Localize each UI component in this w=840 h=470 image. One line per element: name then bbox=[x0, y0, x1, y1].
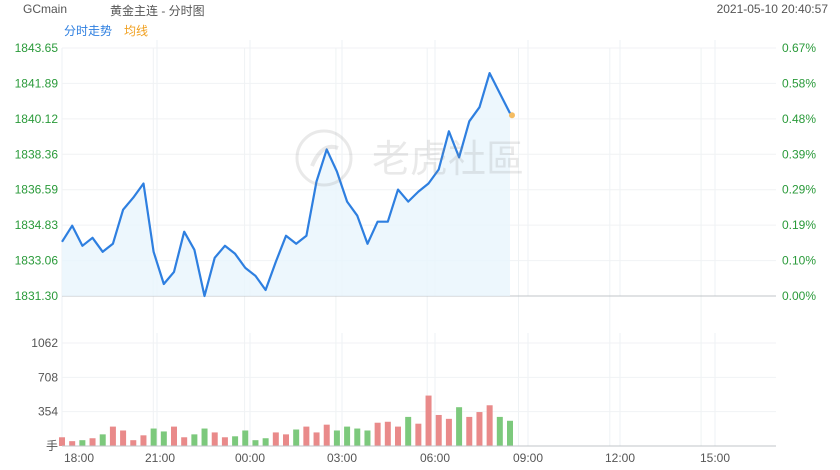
y-right-tick-label: 0.39% bbox=[782, 147, 816, 161]
volume-bar bbox=[242, 430, 249, 446]
volume-bar bbox=[140, 435, 147, 446]
symbol-label: GCmain bbox=[23, 2, 68, 16]
vol-y-tick-label: 354 bbox=[38, 405, 58, 419]
y-tick-label: 1841.89 bbox=[15, 76, 59, 90]
y-right-tick-label: 0.00% bbox=[782, 289, 816, 303]
volume-bar bbox=[344, 426, 351, 446]
volume-bar bbox=[466, 416, 473, 446]
y-tick-label: 1840.12 bbox=[15, 112, 59, 126]
volume-bar bbox=[333, 430, 340, 446]
x-tick-label: 00:00 bbox=[235, 451, 265, 465]
volume-bar bbox=[79, 440, 86, 446]
y-right-tick-label: 0.58% bbox=[782, 76, 816, 90]
legend-average[interactable]: 均线 bbox=[124, 24, 149, 38]
volume-bar bbox=[476, 412, 483, 446]
volume-bar bbox=[354, 428, 361, 446]
volume-bar bbox=[201, 428, 208, 446]
x-tick-label: 09:00 bbox=[513, 451, 543, 465]
volume-bar bbox=[191, 434, 198, 446]
volume-bar bbox=[160, 431, 167, 446]
volume-bar bbox=[171, 426, 177, 446]
y-right-tick-label: 0.19% bbox=[782, 218, 816, 232]
volume-bar bbox=[507, 420, 513, 446]
volume-bar bbox=[405, 416, 412, 446]
volume-bar bbox=[211, 432, 218, 446]
volume-bar bbox=[130, 440, 137, 446]
y-right-tick-label: 0.10% bbox=[782, 254, 816, 268]
watermark-logo: 老虎社區 bbox=[295, 129, 524, 187]
volume-bar bbox=[89, 438, 96, 446]
y-tick-label: 1833.06 bbox=[15, 254, 59, 268]
volume-bar bbox=[181, 437, 188, 446]
volume-bar bbox=[59, 437, 65, 446]
volume-bar bbox=[99, 434, 106, 446]
volume-bar bbox=[445, 418, 452, 446]
volume-bar bbox=[120, 430, 127, 446]
legend-price[interactable]: 分时走势 bbox=[64, 24, 113, 38]
datetime-label: 2021-05-10 20:40:57 bbox=[716, 2, 828, 16]
y-right-tick-label: 0.48% bbox=[782, 112, 816, 126]
vol-y-tick-label: 1062 bbox=[31, 336, 58, 350]
volume-bar bbox=[425, 395, 432, 446]
volume-bar bbox=[415, 423, 422, 446]
volume-bar bbox=[323, 424, 330, 446]
x-tick-label: 15:00 bbox=[700, 451, 730, 465]
chart-header: GCmain 黄金主连 - 分时图 2021-05-10 20:40:57 bbox=[0, 0, 840, 18]
volume-bar bbox=[262, 438, 269, 446]
y-right-tick-label: 0.29% bbox=[782, 183, 816, 197]
volume-bar bbox=[221, 437, 228, 446]
x-tick-label: 03:00 bbox=[327, 451, 357, 465]
x-tick-label: 18:00 bbox=[64, 451, 94, 465]
price-area bbox=[62, 73, 510, 296]
x-tick-label: 06:00 bbox=[420, 451, 450, 465]
vol-y-tick-label: 708 bbox=[38, 370, 58, 384]
volume-bar bbox=[283, 434, 289, 446]
x-tick-label: 12:00 bbox=[605, 451, 635, 465]
volume-bar bbox=[150, 428, 157, 446]
volume-bar bbox=[374, 422, 381, 446]
y-tick-label: 1834.83 bbox=[15, 218, 59, 232]
vol-y-tick-label: 手 bbox=[46, 439, 58, 453]
last-price-marker bbox=[509, 112, 515, 119]
x-tick-label: 21:00 bbox=[145, 451, 175, 465]
price-line bbox=[61, 72, 511, 298]
y-tick-label: 1831.30 bbox=[15, 289, 59, 303]
volume-bar bbox=[69, 441, 76, 446]
volume-bar bbox=[486, 405, 493, 446]
volume-bar bbox=[384, 421, 391, 446]
volume-bar bbox=[232, 436, 239, 446]
volume-bar bbox=[496, 416, 503, 446]
volume-bar bbox=[272, 432, 279, 446]
y-tick-label: 1843.65 bbox=[15, 41, 59, 55]
volume-bar bbox=[395, 426, 401, 446]
y-tick-label: 1836.59 bbox=[15, 183, 59, 197]
chart-title: 黄金主连 - 分时图 bbox=[110, 4, 205, 18]
y-right-tick-label: 0.67% bbox=[782, 41, 816, 55]
volume-bar bbox=[293, 429, 300, 446]
volume-bar bbox=[252, 440, 259, 446]
volume-bar bbox=[364, 430, 371, 446]
volume-bar bbox=[109, 426, 116, 446]
watermark-text: 老虎社區 bbox=[372, 137, 524, 181]
y-tick-label: 1838.36 bbox=[15, 147, 59, 161]
volume-bar bbox=[456, 407, 463, 446]
volume-bar bbox=[313, 432, 320, 446]
volume-bar bbox=[435, 414, 442, 446]
volume-bar bbox=[303, 426, 310, 446]
